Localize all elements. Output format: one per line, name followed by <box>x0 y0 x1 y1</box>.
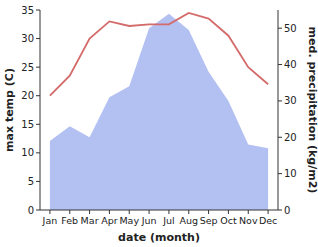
y2-tick-label: 50 <box>284 23 297 34</box>
x-tick-label: Feb <box>61 215 78 226</box>
x-tick <box>109 210 110 214</box>
x-axis <box>40 210 278 211</box>
y2-tick <box>278 173 282 174</box>
x-tick-label: Jun <box>141 215 157 226</box>
y-tick <box>36 210 40 211</box>
y2-tick-label: 0 <box>284 205 290 216</box>
x-tick-label: Jan <box>42 215 58 226</box>
x-tick-label: Mar <box>81 215 99 226</box>
x-tick <box>69 210 70 214</box>
y-tick <box>36 181 40 182</box>
x-tick <box>49 210 50 214</box>
y-tick <box>36 38 40 39</box>
x-tick <box>149 210 150 214</box>
x-tick <box>248 210 249 214</box>
chart: 0 5 10 15 20 25 30 35 0 10 20 30 40 50 JanFebMarAprMay… <box>0 0 318 247</box>
y2-label: med. precipitation (kg/m2) <box>306 27 318 194</box>
x-tick-label: Aug <box>179 215 198 226</box>
y-tick <box>36 67 40 68</box>
y2-tick <box>278 137 282 138</box>
y-tick <box>36 152 40 153</box>
x-tick <box>208 210 209 214</box>
x-tick-label: May <box>119 215 139 226</box>
y-axis <box>40 10 41 210</box>
x-tick <box>129 210 130 214</box>
y2-tick-label: 10 <box>284 168 297 179</box>
x-tick <box>188 210 189 214</box>
y2-tick <box>278 210 282 211</box>
x-tick-label: Apr <box>101 215 118 226</box>
y-tick-label: 20 <box>21 90 34 101</box>
y-tick-label: 25 <box>21 62 34 73</box>
x-tick-label: Dec <box>259 215 277 226</box>
y-tick <box>36 124 40 125</box>
x-tick <box>228 210 229 214</box>
line <box>50 13 268 96</box>
y-tick-label: 0 <box>28 205 34 216</box>
x-tick <box>89 210 90 214</box>
x-tick-label: Oct <box>220 215 237 226</box>
area <box>50 14 268 210</box>
y-tick-label: 35 <box>21 5 34 16</box>
y-tick-label: 10 <box>21 147 34 158</box>
y-tick-label: 30 <box>21 33 34 44</box>
y-tick <box>36 10 40 11</box>
y2-tick <box>278 100 282 101</box>
y2-tick <box>278 64 282 65</box>
plot <box>50 13 268 210</box>
y-tick-label: 15 <box>21 119 34 130</box>
y2-axis <box>278 10 279 210</box>
x-tick-label: Jul <box>162 215 174 226</box>
y-tick <box>36 95 40 96</box>
y2-tick-label: 20 <box>284 132 297 143</box>
x-label: date (month) <box>118 231 200 244</box>
y-label: max temp (C) <box>3 68 16 152</box>
x-tick <box>168 210 169 214</box>
x-tick <box>268 210 269 214</box>
y2-tick <box>278 28 282 29</box>
y-tick-label: 5 <box>28 176 34 187</box>
y2-tick-label: 30 <box>284 95 297 106</box>
x-tick-label: Nov <box>239 215 258 226</box>
x-tick-label: Sep <box>200 215 218 226</box>
y2-tick-label: 40 <box>284 59 297 70</box>
